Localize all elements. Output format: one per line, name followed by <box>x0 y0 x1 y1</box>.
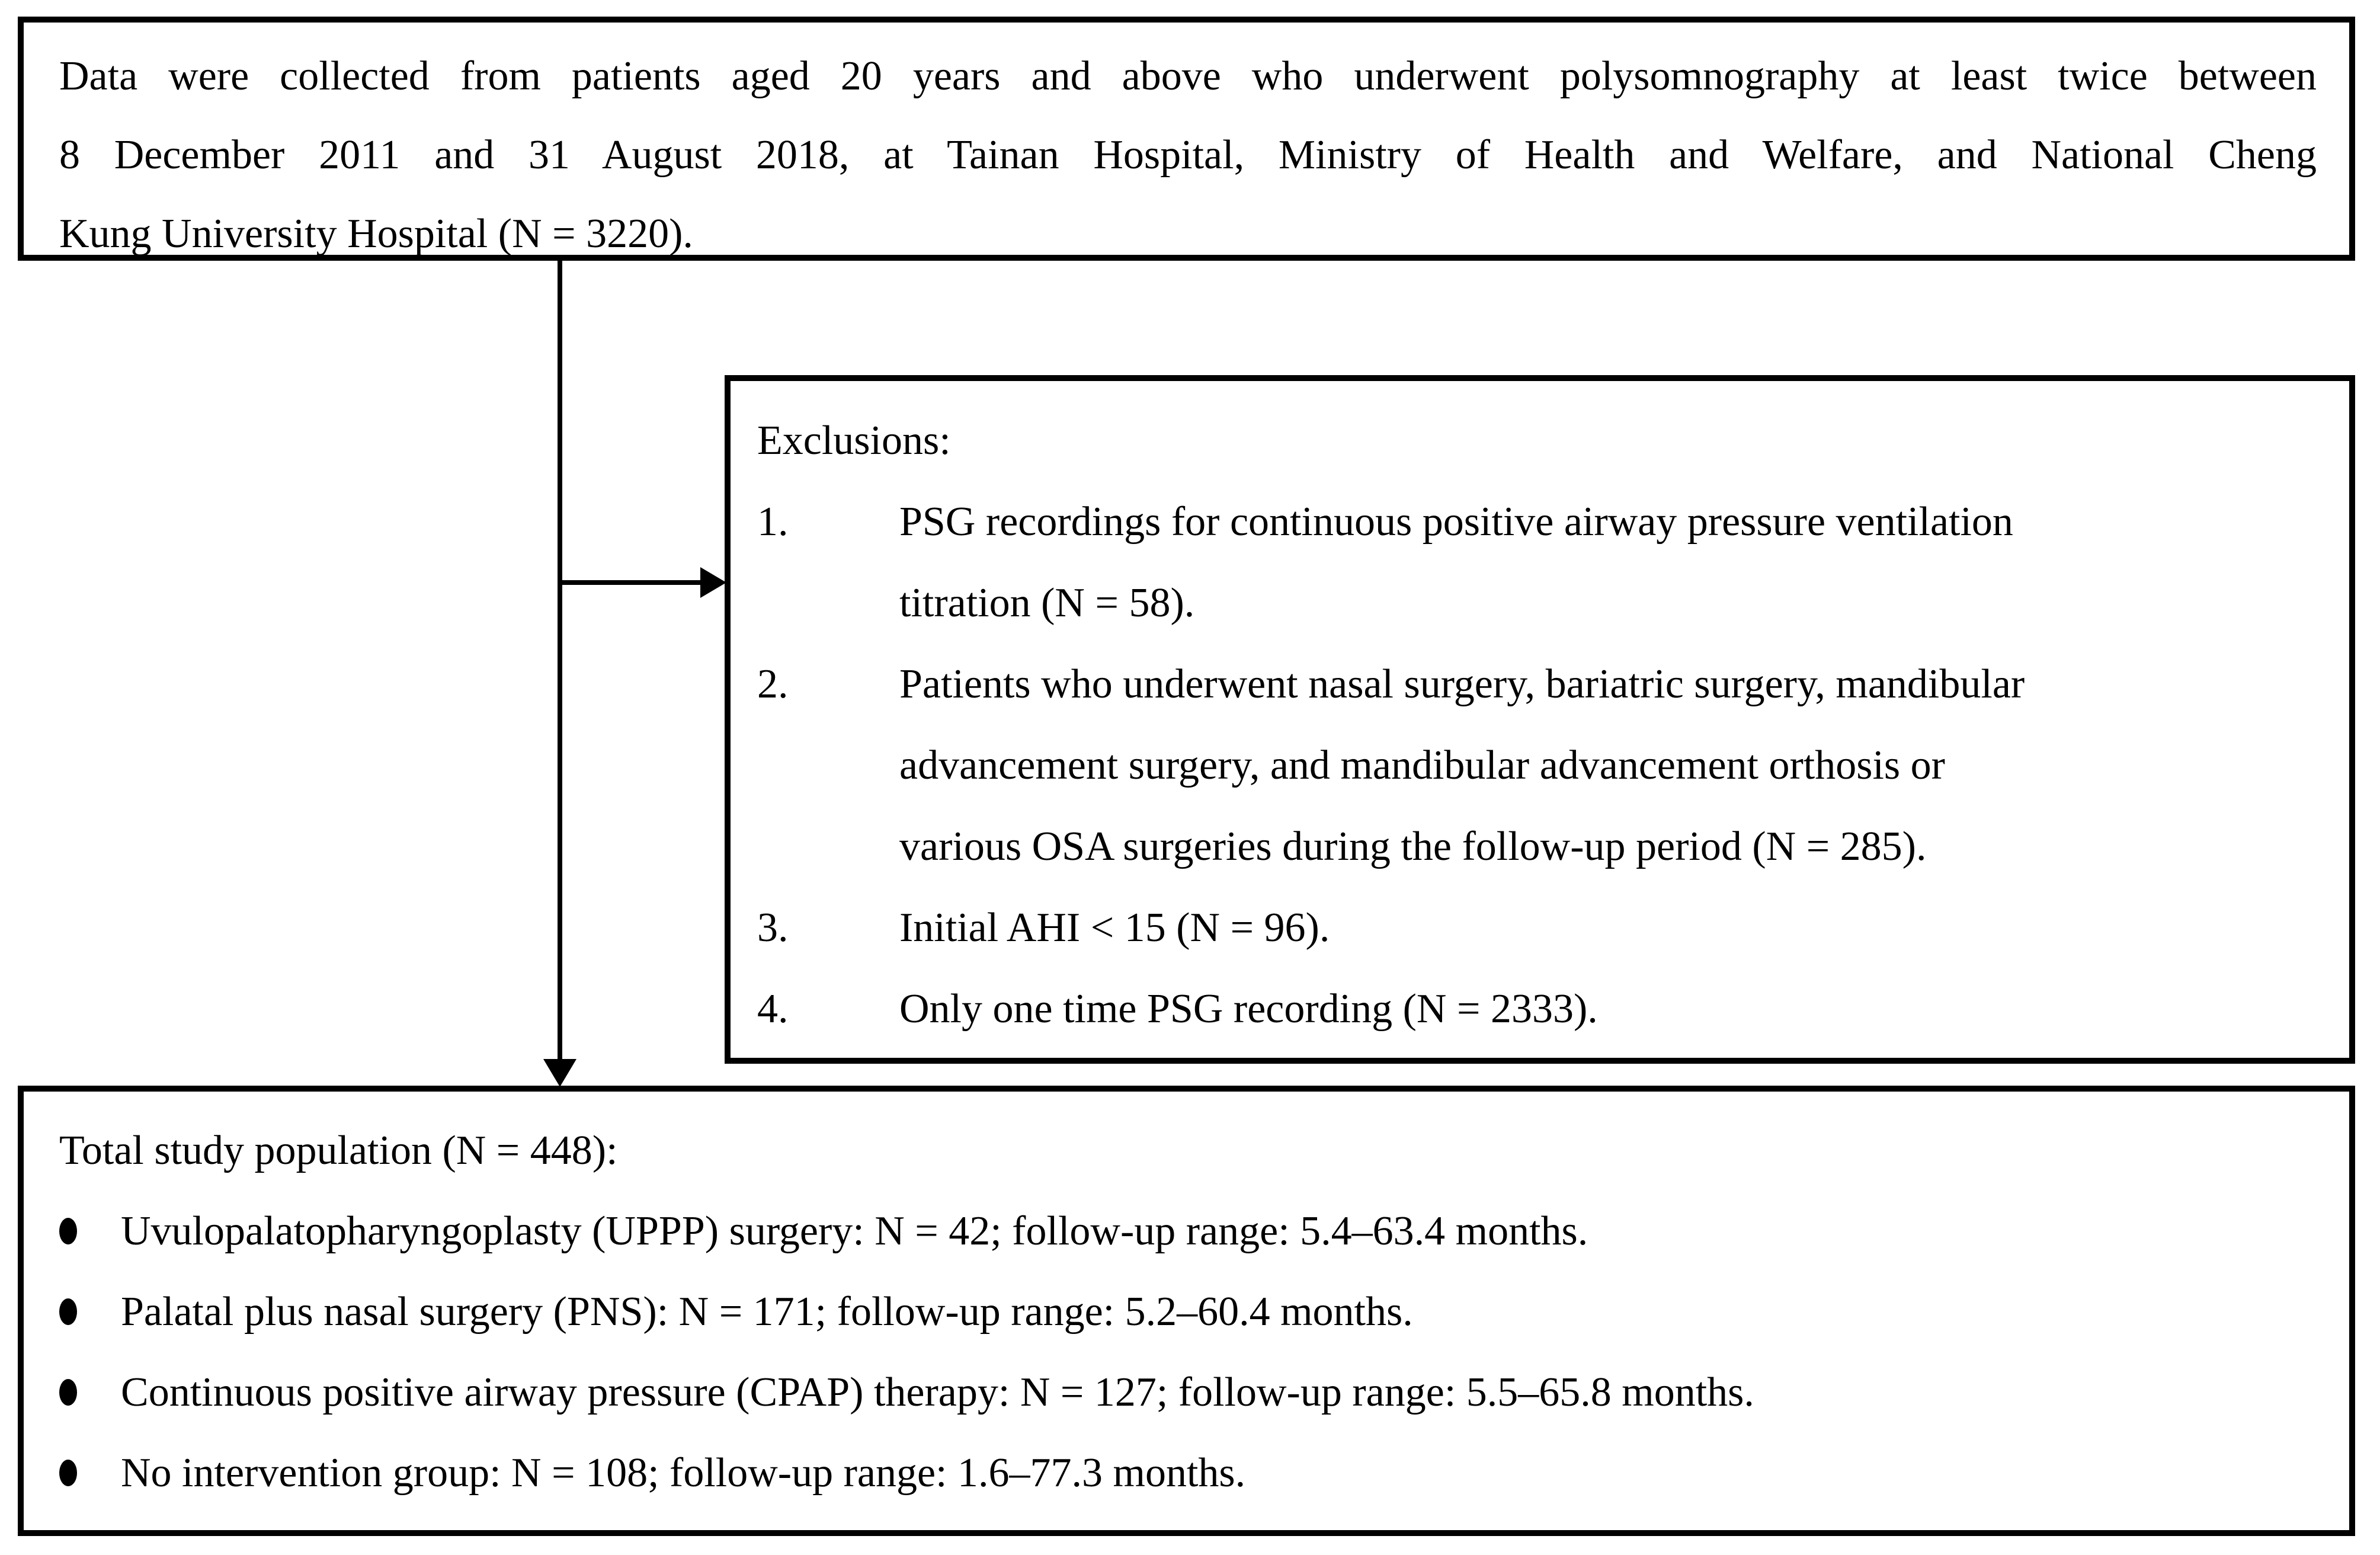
exclusion-item-text: Patients who underwent nasal surgery, ba… <box>899 661 2025 707</box>
exclusion-item: 1. PSG recordings for continuous positiv… <box>757 481 2325 562</box>
exclusion-item-text: titration (N = 58). <box>899 580 1195 626</box>
flow-line-horizontal <box>560 580 702 585</box>
exclusion-item: 4. Only one time PSG recording (N = 2333… <box>757 968 2325 1050</box>
exclusion-item: 2. Patients who underwent nasal surgery,… <box>757 644 2325 725</box>
study-population-box: Total study population (N = 448): Uvulop… <box>18 1086 2355 1536</box>
bullet-icon <box>59 1298 77 1325</box>
study-group-item: Uvulopalatopharyngoplasty (UPPP) surgery… <box>59 1191 2325 1272</box>
study-group-item: Palatal plus nasal surgery (PNS): N = 17… <box>59 1272 2325 1352</box>
enrollment-line: Data were collected from patients aged 2… <box>59 53 2317 99</box>
study-group-text: Uvulopalatopharyngoplasty (UPPP) surgery… <box>121 1208 1588 1254</box>
exclusions-box: Exclusions: 1. PSG recordings for contin… <box>725 375 2355 1064</box>
enrollment-line: 8 December 2011 and 31 August 2018, at T… <box>59 132 2317 178</box>
enrollment-box: Data were collected from patients aged 2… <box>18 17 2355 261</box>
study-group-text: Continuous positive airway pressure (CPA… <box>121 1370 1754 1415</box>
exclusion-item-number: 3. <box>757 905 789 951</box>
flow-line-vertical <box>558 261 562 1061</box>
exclusion-item: 3. Initial AHI < 15 (N = 96). <box>757 887 2325 968</box>
exclusion-item-text: advancement surgery, and mandibular adva… <box>899 743 1945 788</box>
study-group-text: Palatal plus nasal surgery (PNS): N = 17… <box>121 1289 1413 1335</box>
enrollment-line: Kung University Hospital (N = 3220). <box>59 211 693 257</box>
arrow-right-icon <box>700 567 726 598</box>
bullet-icon <box>59 1379 77 1406</box>
exclusion-item-number: 1. <box>757 499 789 545</box>
exclusion-item-number: 2. <box>757 661 789 707</box>
study-group-text: No intervention group: N = 108; follow-u… <box>121 1450 1246 1496</box>
exclusions-title: Exclusions: <box>757 418 951 463</box>
exclusion-item-text: Initial AHI < 15 (N = 96). <box>899 905 1330 951</box>
arrow-down-icon <box>543 1059 576 1087</box>
exclusion-item-text: Only one time PSG recording (N = 2333). <box>899 986 1598 1032</box>
bullet-icon <box>59 1460 77 1486</box>
study-group-item: Continuous positive airway pressure (CPA… <box>59 1352 2325 1433</box>
exclusion-item-text: PSG recordings for continuous positive a… <box>899 499 2013 545</box>
study-population-title: Total study population (N = 448): <box>59 1128 618 1173</box>
bullet-icon <box>59 1218 77 1244</box>
exclusion-item-text: various OSA surgeries during the follow-… <box>899 824 1927 869</box>
exclusion-item-number: 4. <box>757 986 789 1032</box>
study-group-item: No intervention group: N = 108; follow-u… <box>59 1433 2325 1514</box>
